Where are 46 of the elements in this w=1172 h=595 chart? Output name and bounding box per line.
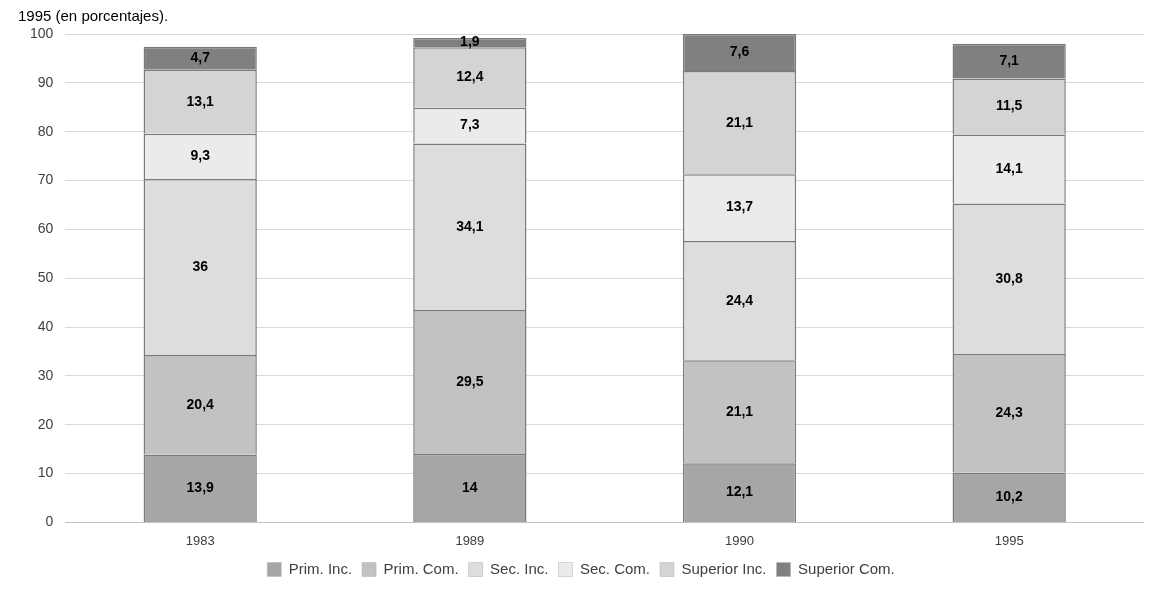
- data-label: 12,1: [725, 483, 754, 500]
- data-label: 24,4: [725, 291, 754, 308]
- data-label: 9,3: [190, 147, 211, 164]
- chart-title: 1995 (en porcentajes).: [18, 7, 169, 25]
- x-tick-label: 1989: [455, 532, 485, 548]
- y-tick-label: 0: [45, 513, 54, 530]
- legend-label: Sec. Inc.: [490, 559, 549, 577]
- data-label: 4,7: [190, 49, 211, 66]
- data-label: 21,1: [725, 113, 754, 130]
- y-tick-label: 40: [37, 317, 54, 334]
- data-label: 24,3: [995, 404, 1024, 421]
- x-tick-label: 1983: [185, 532, 215, 548]
- data-label: 20,4: [186, 395, 215, 412]
- y-tick-label: 100: [30, 24, 54, 41]
- data-label: 12,4: [456, 68, 484, 85]
- legend-label: Superior Inc.: [681, 559, 767, 577]
- data-label: 7,1: [999, 51, 1020, 68]
- data-label: 14: [462, 478, 478, 495]
- data-label: 7,6: [729, 43, 750, 60]
- data-label: 13,1: [186, 92, 215, 109]
- legend-label: Sec. Com.: [579, 559, 650, 577]
- x-tick-label: 1995: [994, 532, 1024, 548]
- data-label: 30,8: [995, 269, 1024, 286]
- y-tick-label: 80: [37, 122, 54, 139]
- data-label: 14,1: [995, 159, 1024, 176]
- legend-label: Superior Com.: [798, 559, 895, 577]
- legend-label: Prim. Com.: [383, 559, 459, 577]
- data-label: 21,1: [725, 402, 754, 419]
- x-tick-label: 1990: [725, 532, 754, 548]
- data-label: 10,2: [995, 488, 1024, 505]
- y-tick-label: 60: [37, 220, 54, 237]
- y-tick-label: 50: [37, 269, 54, 286]
- data-label: 34,1: [456, 217, 484, 234]
- data-label: 29,5: [456, 372, 484, 389]
- y-tick-label: 90: [37, 73, 54, 90]
- y-tick-label: 70: [37, 171, 54, 188]
- data-label: 1,9: [460, 33, 480, 50]
- data-label: 13,9: [186, 479, 215, 496]
- legend-label: Prim. Inc.: [288, 559, 353, 577]
- data-label: 36: [192, 257, 209, 274]
- y-tick-label: 20: [37, 415, 54, 432]
- data-label: 7,3: [460, 116, 480, 133]
- data-label: 11,5: [995, 97, 1023, 114]
- data-label: 13,7: [725, 198, 754, 215]
- y-tick-label: 30: [37, 366, 54, 383]
- y-tick-label: 10: [37, 464, 54, 481]
